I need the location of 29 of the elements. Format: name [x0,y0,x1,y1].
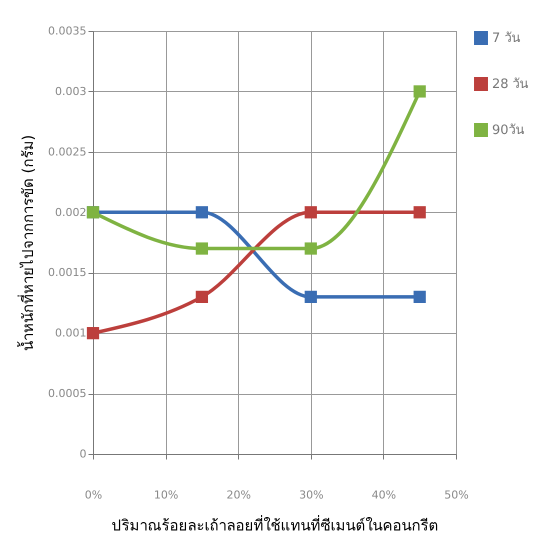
x-tick-label: 40% [372,488,396,502]
y-tick-label: 0.002 [55,206,86,219]
legend-label: 7 วัน [492,31,520,46]
x-tick-label: 20% [226,488,251,502]
point [304,242,317,255]
y-tick-label: 0.003 [55,84,86,98]
y-tick-label: 0 [80,448,86,460]
y-tick-label: 0.0005 [48,387,86,400]
point [414,290,426,304]
point [414,206,426,218]
legend-label: 28 วัน [492,77,529,92]
x-tick-label: 10% [154,488,178,502]
y-tick-label: 0.0015 [48,266,86,280]
point [304,206,317,218]
y-tick-label: 0.0035 [48,24,86,38]
legend-label: 90วัน [492,123,525,138]
y-tick-label: 0.0025 [48,145,86,158]
x-tick-label: 0% [84,488,102,502]
point [304,290,317,304]
point [196,242,208,255]
x-tick-label: 50% [444,488,469,502]
point [86,327,100,340]
y-tick-label: 0.001 [55,326,86,340]
point [196,206,208,218]
point [414,85,426,98]
point [196,290,208,304]
x-axis-title: ปริมาณร้อยละเถ้าลอยที่ใช้แทนที่ซีเมนต์ในคอนกรีต [112,514,438,534]
y-axis-title: น้ำหนักที่หายไปจากการขัด (กรัม) [17,134,38,352]
x-tick-label: 30% [299,488,324,502]
